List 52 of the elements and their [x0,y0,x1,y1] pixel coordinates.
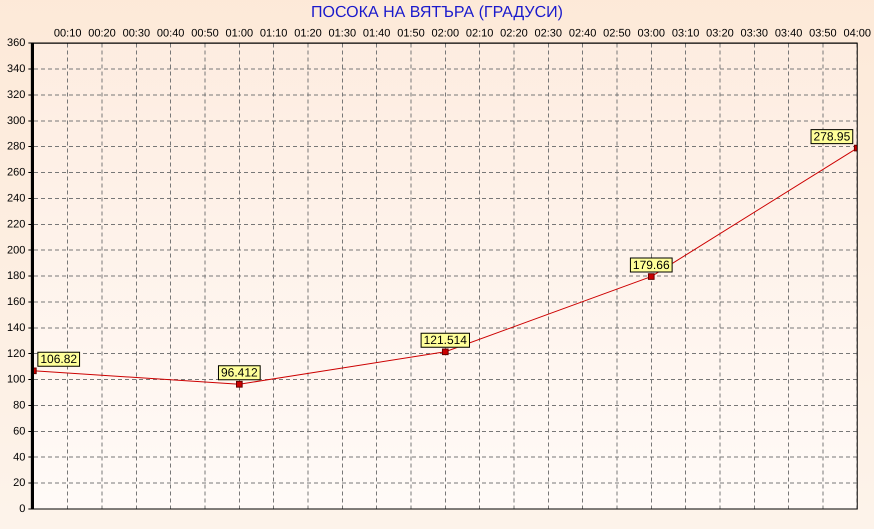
y-tick-label: 360 [6,37,26,50]
y-tick-label: 160 [6,296,26,308]
x-tick-label: 04:00 [843,28,871,40]
y-tick-label: 220 [6,218,26,230]
x-tick-label: 02:20 [500,28,528,40]
x-tick-label: 03:30 [740,28,768,40]
y-tick-label: 340 [6,63,26,76]
x-tick-label: 03:20 [706,28,734,40]
x-tick-label: 03:50 [809,28,837,40]
y-tick-label: 140 [6,322,26,334]
y-tick-label: 100 [6,374,26,386]
x-tick-label: 01:10 [260,28,288,40]
point [442,348,449,356]
y-tick-label: 60 [13,425,26,438]
data-label: 179.66 [632,258,670,272]
x-tick-label: 02:30 [534,28,562,40]
data-label: 278.95 [814,129,851,144]
y-tick-label: 20 [13,477,26,490]
x-tick-label: 01:40 [362,28,390,40]
x-tick-label: 02:10 [466,28,494,40]
data-label: 121.514 [424,333,468,348]
y-tick-label: 180 [6,270,26,282]
x-tick-label: 03:40 [774,28,802,40]
y-tick-label: 300 [6,114,26,127]
y-tick-label: 280 [6,140,26,153]
y-tick-label: 260 [6,166,26,179]
x-tick-label: 00:40 [156,28,184,40]
x-tick-label: 00:30 [122,28,150,40]
chart-title: ПОСОКА НА ВЯТЪРА (ГРАДУСИ) [310,4,564,22]
y-tick-label: 40 [13,451,26,464]
x-tick-label: 03:10 [672,28,700,40]
point [236,380,243,388]
y-tick-label: 0 [19,503,26,516]
y-tick-label: 200 [6,244,26,256]
y-tick-label: 120 [6,348,26,360]
x-tick-label: 00:10 [54,28,82,40]
x-tick-label: 02:50 [603,28,631,40]
y-tick-label: 80 [13,400,26,412]
point [648,273,655,280]
x-tick-label: 01:00 [226,28,254,40]
x-tick-label: 01:20 [294,28,322,40]
y-tick-label: 240 [6,192,26,204]
data-label: 106.82 [40,352,78,366]
x-tick-label: 00:50 [191,28,219,40]
x-tick-label: 02:40 [568,28,596,40]
y-tick-label: 320 [6,88,26,101]
data-label: 96.412 [220,366,258,380]
x-tick-label: 00:20 [88,28,116,40]
x-tick-label: 01:30 [328,28,356,40]
x-tick-label: 03:00 [638,28,666,40]
x-tick-label: 01:50 [397,28,425,40]
x-tick-label: 02:00 [432,28,460,40]
